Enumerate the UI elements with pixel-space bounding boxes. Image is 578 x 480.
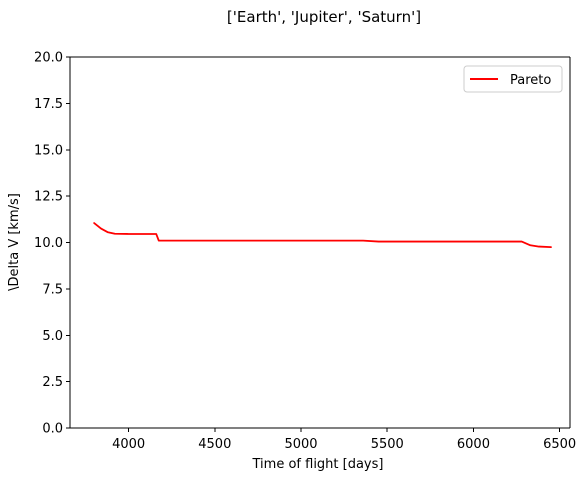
y-tick-label-4: 10.0 <box>34 236 63 251</box>
x-tick-label-1: 4500 <box>198 437 231 452</box>
y-tick-label-5: 12.5 <box>34 190 63 205</box>
series-layer <box>93 222 552 249</box>
y-tick-label-1: 2.5 <box>42 375 63 390</box>
legend-label: Pareto <box>510 73 551 88</box>
plot-area <box>69 56 571 429</box>
y-tick-label-8: 20.0 <box>34 51 63 66</box>
x-axis-label: Time of flight [days] <box>252 457 384 472</box>
x-ticks: 4000 4500 5000 5500 6000 6500 <box>112 428 576 452</box>
y-tick-label-7: 17.5 <box>34 97 63 112</box>
series-line-0 <box>93 222 552 249</box>
y-tick-label-0: 0.0 <box>42 422 63 437</box>
x-tick-label-5: 6500 <box>543 437 576 452</box>
y-tick-label-6: 15.0 <box>34 143 63 158</box>
y-tick-label-2: 5.0 <box>42 329 63 344</box>
y-tick-label-3: 7.5 <box>42 282 63 297</box>
x-tick-label-4: 6000 <box>457 437 490 452</box>
legend: Pareto <box>463 65 563 93</box>
y-ticks: 0.0 2.5 5.0 7.5 10.0 12.5 15.0 17.5 20.0 <box>34 51 70 437</box>
y-axis-label: \Delta V [km/s] <box>7 193 22 291</box>
chart-title: ['Earth', 'Jupiter', 'Saturn'] <box>227 8 421 26</box>
x-tick-label-2: 5000 <box>284 437 317 452</box>
legend-box <box>463 65 563 93</box>
x-tick-label-0: 4000 <box>112 437 145 452</box>
x-tick-label-3: 5500 <box>371 437 404 452</box>
